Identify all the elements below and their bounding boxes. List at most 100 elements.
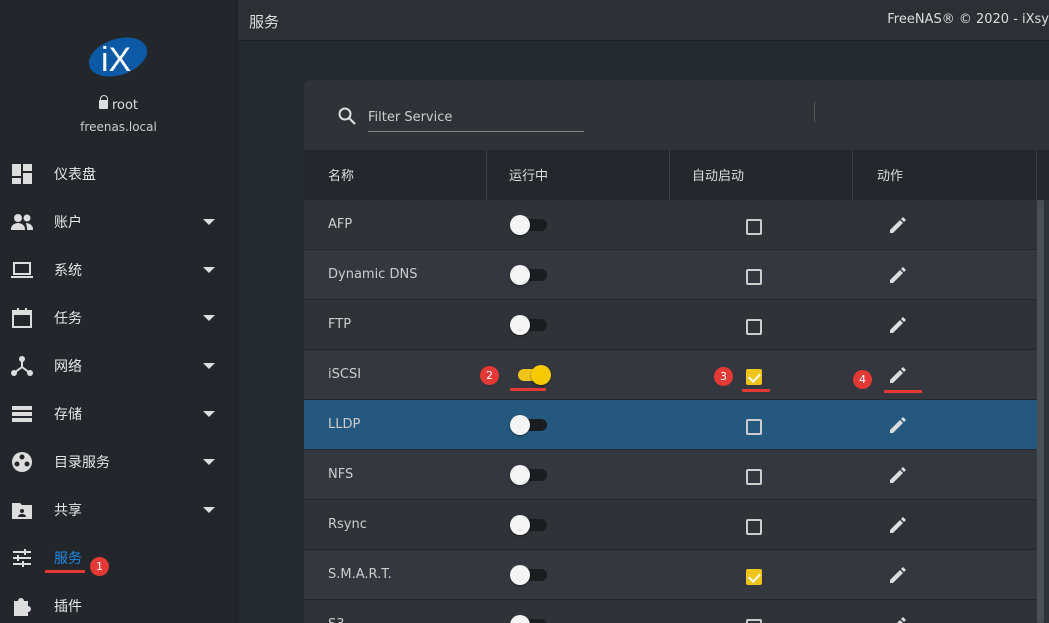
annotation-badge: 3 — [714, 367, 733, 386]
autostart-checkbox[interactable] — [746, 369, 762, 385]
nav-plugins[interactable]: 插件 — [0, 582, 237, 623]
autostart-checkbox[interactable] — [746, 519, 762, 535]
user-name: root — [0, 95, 237, 113]
annotation-badge: 1 — [90, 557, 109, 576]
service-name: S.M.A.R.T. — [328, 567, 392, 582]
nav-label: 目录服务 — [54, 455, 110, 471]
table-row: LLDP — [304, 400, 1037, 450]
service-name: AFP — [328, 217, 353, 232]
nav-network[interactable]: 网络 — [0, 342, 237, 390]
copyright-text: FreeNAS® © 2020 - iXsy — [887, 12, 1049, 27]
edit-pencil-icon[interactable] — [888, 365, 908, 385]
annotation-underline — [742, 389, 770, 392]
chevron-down-icon — [203, 363, 215, 369]
nav-services[interactable]: 服务 — [0, 534, 237, 582]
table-row: AFP — [304, 200, 1037, 250]
running-toggle[interactable] — [510, 365, 551, 385]
nav-tasks[interactable]: 任务 — [0, 294, 237, 342]
running-toggle[interactable] — [510, 565, 547, 585]
toggle-thumb — [510, 215, 530, 235]
nav-label: 存储 — [54, 407, 82, 423]
nav-dashboard[interactable]: 仪表盘 — [0, 150, 237, 198]
page-title: 服务 — [249, 13, 280, 31]
running-toggle[interactable] — [510, 215, 547, 235]
annotation-badge: 2 — [480, 366, 499, 385]
nav-label: 插件 — [54, 599, 82, 615]
chevron-down-icon — [203, 219, 215, 225]
running-toggle[interactable] — [510, 465, 547, 485]
divider — [814, 102, 815, 122]
nav-sharing[interactable]: 共享 — [0, 486, 237, 534]
edit-pencil-icon[interactable] — [888, 565, 908, 585]
toggle-thumb — [510, 515, 530, 535]
share-folder-icon — [12, 503, 32, 519]
nav-label: 账户 — [54, 215, 82, 231]
edit-pencil-icon[interactable] — [888, 465, 908, 485]
column-header-autostart[interactable]: 自动启动 — [670, 150, 853, 200]
toggle-thumb — [510, 465, 530, 485]
autostart-checkbox[interactable] — [746, 569, 762, 585]
edit-pencil-icon[interactable] — [888, 615, 908, 623]
nav-label: 共享 — [54, 503, 82, 519]
network-icon — [11, 356, 33, 376]
running-toggle[interactable] — [510, 615, 547, 623]
chevron-down-icon — [203, 315, 215, 321]
running-toggle[interactable] — [510, 515, 547, 535]
annotation-badge: 4 — [853, 370, 872, 389]
toggle-thumb — [531, 365, 551, 385]
scrollbar[interactable] — [1037, 200, 1044, 623]
autostart-checkbox[interactable] — [746, 619, 762, 623]
toggle-thumb — [510, 415, 530, 435]
svg-text:iX: iX — [101, 41, 131, 79]
services-card: 名称 运行中 自动启动 动作 AFP Dynamic DNS FTP iSCSI… — [304, 80, 1049, 623]
column-header-running[interactable]: 运行中 — [487, 150, 670, 200]
service-name: Rsync — [328, 517, 367, 532]
table-row: Rsync — [304, 500, 1037, 550]
running-toggle[interactable] — [510, 315, 547, 335]
edit-pencil-icon[interactable] — [888, 315, 908, 335]
edit-pencil-icon[interactable] — [888, 415, 908, 435]
sliders-icon — [13, 549, 31, 567]
column-header-name[interactable]: 名称 — [304, 150, 487, 200]
autostart-checkbox[interactable] — [746, 419, 762, 435]
annotation-underline — [45, 570, 85, 573]
nav-directory-services[interactable]: 目录服务 — [0, 438, 237, 486]
service-name: LLDP — [328, 417, 361, 432]
table-row: S.M.A.R.T. — [304, 550, 1037, 600]
toggle-thumb — [510, 615, 530, 623]
autostart-checkbox[interactable] — [746, 319, 762, 335]
chevron-down-icon — [203, 507, 215, 513]
filter-input[interactable] — [368, 106, 584, 132]
service-name: S3 — [328, 617, 345, 623]
table-row: NFS — [304, 450, 1037, 500]
storage-icon — [12, 406, 32, 422]
edit-pencil-icon[interactable] — [888, 515, 908, 535]
scrollbar-thumb[interactable] — [1037, 200, 1044, 623]
puzzle-icon — [14, 598, 31, 616]
table-row: Dynamic DNS — [304, 250, 1037, 300]
nav-label: 网络 — [54, 359, 82, 375]
nav-label: 系统 — [54, 263, 82, 279]
autostart-checkbox[interactable] — [746, 269, 762, 285]
autostart-checkbox[interactable] — [746, 219, 762, 235]
ix-logo: iX — [88, 37, 148, 79]
autostart-checkbox[interactable] — [746, 469, 762, 485]
topbar: 服务 FreeNAS® © 2020 - iXsy — [238, 0, 1049, 41]
nav-storage[interactable]: 存储 — [0, 390, 237, 438]
nav-label: 任务 — [54, 311, 82, 327]
table-header: 名称 运行中 自动启动 动作 — [304, 150, 1049, 200]
toggle-thumb — [510, 315, 530, 335]
nav-system[interactable]: 系统 — [0, 246, 237, 294]
directory-icon — [12, 452, 32, 472]
edit-pencil-icon[interactable] — [888, 215, 908, 235]
table-row: iSCSI — [304, 350, 1037, 400]
nav-accounts[interactable]: 账户 — [0, 198, 237, 246]
running-toggle[interactable] — [510, 265, 547, 285]
column-header-actions[interactable]: 动作 — [853, 150, 1037, 200]
running-toggle[interactable] — [510, 415, 547, 435]
service-name: NFS — [328, 467, 354, 482]
calendar-icon — [12, 308, 32, 328]
toggle-thumb — [510, 565, 530, 585]
sidebar: iX root freenas.local 仪表盘 账户 系统 任务 网络 存储… — [0, 0, 237, 623]
edit-pencil-icon[interactable] — [888, 265, 908, 285]
